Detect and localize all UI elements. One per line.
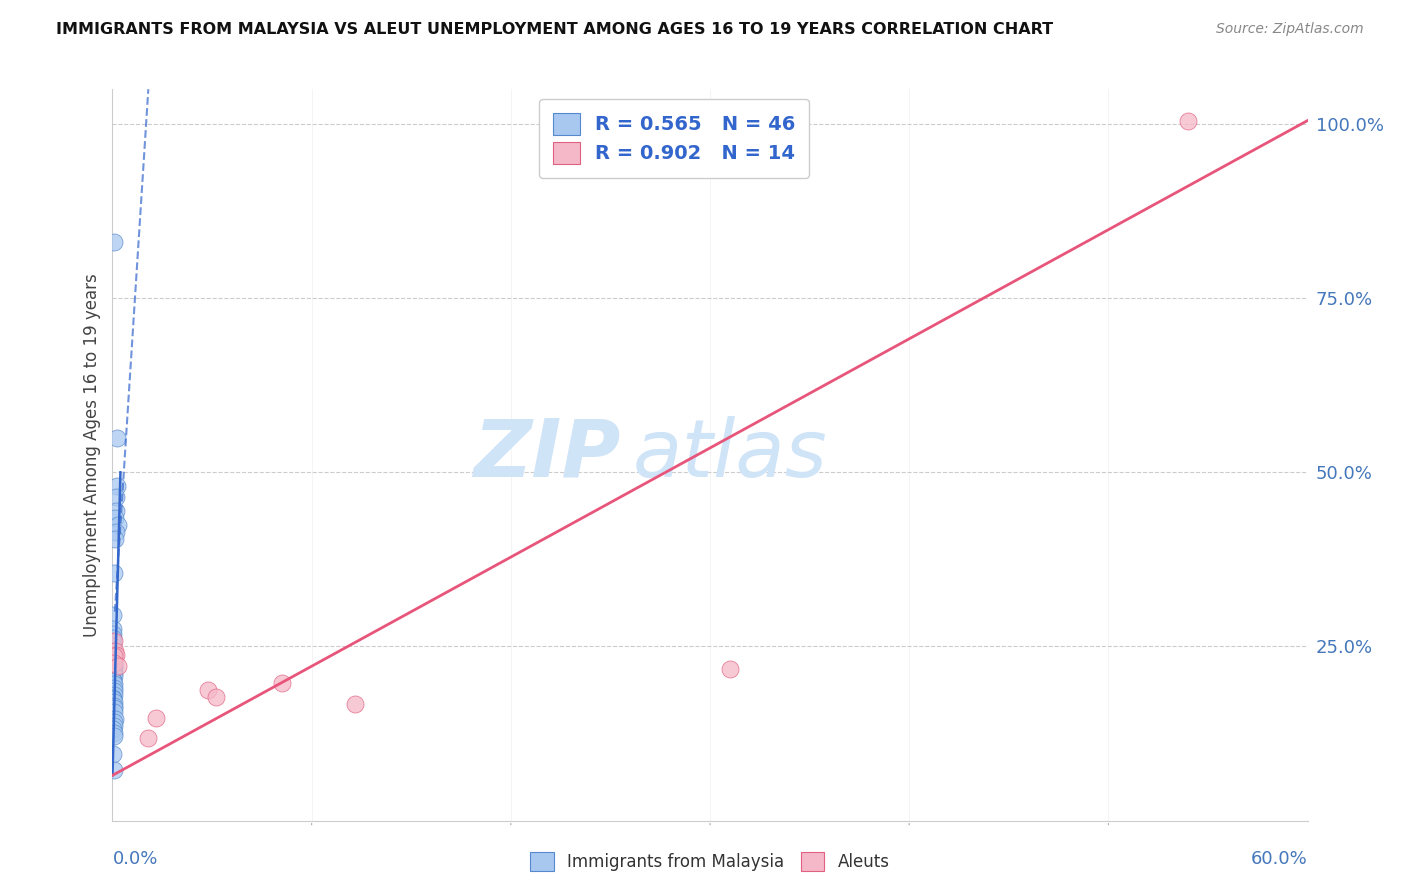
Point: [103, 659, 125, 673]
Point: [105, 490, 128, 504]
Point: [105, 524, 128, 539]
Point: [103, 648, 125, 663]
Point: [103, 701, 125, 715]
Point: [103, 692, 125, 706]
Point: [103, 684, 125, 698]
Point: [101, 635, 124, 649]
Point: [101, 622, 124, 636]
Point: [103, 698, 125, 713]
Point: [103, 677, 125, 691]
Point: [105, 503, 128, 517]
Point: [103, 660, 125, 674]
Point: [103, 566, 125, 581]
Y-axis label: Unemployment Among Ages 16 to 19 years: Unemployment Among Ages 16 to 19 years: [83, 273, 101, 637]
Point: [103, 747, 125, 762]
Point: [103, 674, 125, 689]
Point: [103, 705, 125, 719]
Point: [104, 712, 127, 726]
Point: [103, 657, 125, 671]
Point: [101, 723, 124, 737]
Point: [103, 695, 125, 709]
Point: [205, 690, 228, 704]
Point: [103, 688, 125, 702]
Point: [107, 479, 129, 493]
Point: [107, 659, 129, 673]
Point: [101, 631, 124, 645]
Point: [138, 731, 160, 746]
Point: [103, 681, 125, 695]
Point: [145, 710, 167, 724]
Point: [103, 634, 125, 648]
Point: [101, 643, 124, 657]
Point: [103, 657, 125, 671]
Text: atlas: atlas: [633, 416, 827, 494]
Point: [197, 682, 219, 697]
Point: [101, 640, 124, 654]
Point: [1177, 113, 1199, 128]
Point: [101, 691, 124, 706]
Text: IMMIGRANTS FROM MALAYSIA VS ALEUT UNEMPLOYMENT AMONG AGES 16 TO 19 YEARS CORRELA: IMMIGRANTS FROM MALAYSIA VS ALEUT UNEMPL…: [56, 22, 1053, 37]
Point: [718, 662, 741, 676]
Point: [105, 648, 128, 662]
Point: [104, 643, 127, 657]
Point: [105, 430, 128, 444]
Point: [101, 627, 124, 641]
Point: [103, 715, 125, 730]
Point: [103, 665, 125, 680]
Text: 60.0%: 60.0%: [1251, 850, 1308, 868]
Point: [344, 697, 367, 711]
Point: [270, 675, 292, 690]
Point: [103, 730, 125, 744]
Point: [104, 510, 127, 524]
Point: [104, 532, 127, 546]
Point: [101, 673, 124, 687]
Text: 0.0%: 0.0%: [112, 850, 157, 868]
Point: [103, 719, 125, 733]
Point: [107, 517, 129, 532]
Point: [103, 649, 125, 664]
Point: [103, 669, 125, 683]
Text: Source: ZipAtlas.com: Source: ZipAtlas.com: [1216, 22, 1364, 37]
Point: [103, 608, 125, 623]
Point: [103, 235, 125, 250]
Point: [103, 726, 125, 740]
Text: ZIP: ZIP: [472, 416, 620, 494]
Legend: Immigrants from Malaysia, Aleuts: Immigrants from Malaysia, Aleuts: [524, 846, 896, 878]
Point: [101, 663, 124, 677]
Point: [103, 764, 125, 778]
Point: [101, 648, 124, 662]
Point: [103, 652, 125, 666]
